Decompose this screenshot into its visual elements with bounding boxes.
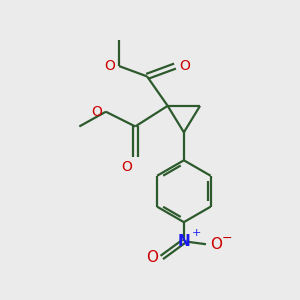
Text: O: O bbox=[179, 59, 190, 73]
Text: O: O bbox=[210, 237, 222, 252]
Text: +: + bbox=[192, 228, 202, 238]
Text: O: O bbox=[121, 160, 132, 174]
Text: N: N bbox=[178, 234, 190, 249]
Text: O: O bbox=[105, 59, 116, 73]
Text: O: O bbox=[146, 250, 158, 265]
Text: O: O bbox=[92, 105, 102, 119]
Text: −: − bbox=[221, 232, 232, 245]
